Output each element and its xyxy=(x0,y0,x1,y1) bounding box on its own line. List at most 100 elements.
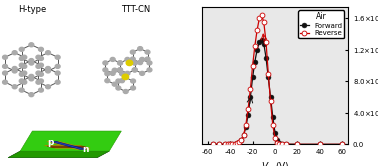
Forward xyxy=(228,143,232,145)
Polygon shape xyxy=(45,145,90,148)
Circle shape xyxy=(105,72,110,76)
Circle shape xyxy=(39,72,43,76)
Circle shape xyxy=(119,79,124,83)
Circle shape xyxy=(3,80,8,84)
Forward xyxy=(235,142,239,144)
Circle shape xyxy=(22,55,27,59)
Forward xyxy=(255,49,259,51)
Circle shape xyxy=(3,64,8,68)
Forward xyxy=(277,142,282,144)
Forward xyxy=(275,139,279,141)
Circle shape xyxy=(140,71,144,75)
Reverse xyxy=(246,108,250,110)
Circle shape xyxy=(22,71,27,75)
Line: Reverse: Reverse xyxy=(211,12,345,147)
X-axis label: $V_{\rm G}$ (V): $V_{\rm G}$ (V) xyxy=(261,161,289,166)
Reverse xyxy=(279,143,284,145)
Reverse xyxy=(239,139,244,141)
Reverse xyxy=(232,143,237,145)
Circle shape xyxy=(140,57,144,61)
Forward xyxy=(268,96,273,98)
Polygon shape xyxy=(8,151,109,158)
Reverse xyxy=(259,13,264,15)
Reverse xyxy=(295,143,300,145)
Circle shape xyxy=(12,85,17,89)
Circle shape xyxy=(125,57,130,61)
Circle shape xyxy=(132,68,137,72)
Circle shape xyxy=(29,77,34,81)
Reverse xyxy=(284,143,288,145)
Forward xyxy=(273,132,277,134)
Circle shape xyxy=(118,61,122,65)
Reverse xyxy=(230,143,235,145)
Reverse xyxy=(226,143,230,145)
Circle shape xyxy=(130,57,135,61)
Line: Forward: Forward xyxy=(211,38,345,147)
Circle shape xyxy=(55,55,60,59)
Polygon shape xyxy=(50,141,86,149)
Forward xyxy=(284,143,288,145)
Forward xyxy=(248,96,253,98)
Reverse xyxy=(222,143,227,145)
Forward xyxy=(279,143,284,145)
Reverse xyxy=(243,124,248,126)
Reverse xyxy=(235,142,239,144)
Circle shape xyxy=(29,43,34,47)
Circle shape xyxy=(46,85,50,89)
Circle shape xyxy=(46,67,50,71)
Circle shape xyxy=(29,74,34,78)
Circle shape xyxy=(3,71,8,75)
Circle shape xyxy=(39,56,43,60)
Circle shape xyxy=(105,79,110,83)
Circle shape xyxy=(19,88,24,92)
Circle shape xyxy=(22,80,27,84)
Forward xyxy=(222,143,227,145)
Circle shape xyxy=(118,68,122,72)
Circle shape xyxy=(112,82,117,86)
Circle shape xyxy=(12,69,17,73)
Circle shape xyxy=(39,47,43,51)
Circle shape xyxy=(29,61,34,65)
Text: n: n xyxy=(82,145,89,154)
Text: p: p xyxy=(47,138,54,147)
Reverse xyxy=(255,29,259,31)
Reverse xyxy=(250,65,255,67)
Circle shape xyxy=(55,80,60,84)
Circle shape xyxy=(55,71,60,75)
Circle shape xyxy=(138,47,143,51)
Forward xyxy=(232,143,237,145)
Circle shape xyxy=(39,88,43,92)
Circle shape xyxy=(118,68,122,72)
Circle shape xyxy=(22,64,27,68)
Circle shape xyxy=(147,61,152,65)
Circle shape xyxy=(12,67,17,71)
Forward xyxy=(242,134,246,136)
Circle shape xyxy=(19,63,24,67)
Forward xyxy=(266,77,271,79)
Reverse xyxy=(257,17,262,19)
Circle shape xyxy=(132,61,137,65)
Reverse xyxy=(253,45,257,47)
Forward xyxy=(230,143,235,145)
Reverse xyxy=(277,143,282,145)
Forward xyxy=(246,114,250,116)
Circle shape xyxy=(36,55,41,59)
Legend: Forward, Reverse: Forward, Reverse xyxy=(298,10,344,38)
Reverse xyxy=(228,143,232,145)
Circle shape xyxy=(116,86,121,90)
Circle shape xyxy=(29,59,34,63)
Circle shape xyxy=(39,63,43,67)
Circle shape xyxy=(147,68,152,72)
Circle shape xyxy=(55,64,60,68)
Circle shape xyxy=(110,71,115,75)
Forward xyxy=(262,43,266,45)
Reverse xyxy=(271,124,275,126)
Reverse xyxy=(211,143,216,145)
Forward xyxy=(340,143,344,145)
Circle shape xyxy=(110,57,115,61)
Circle shape xyxy=(132,68,137,72)
Circle shape xyxy=(131,86,135,90)
Forward xyxy=(250,77,255,79)
Forward xyxy=(295,143,300,145)
Reverse xyxy=(273,137,277,139)
